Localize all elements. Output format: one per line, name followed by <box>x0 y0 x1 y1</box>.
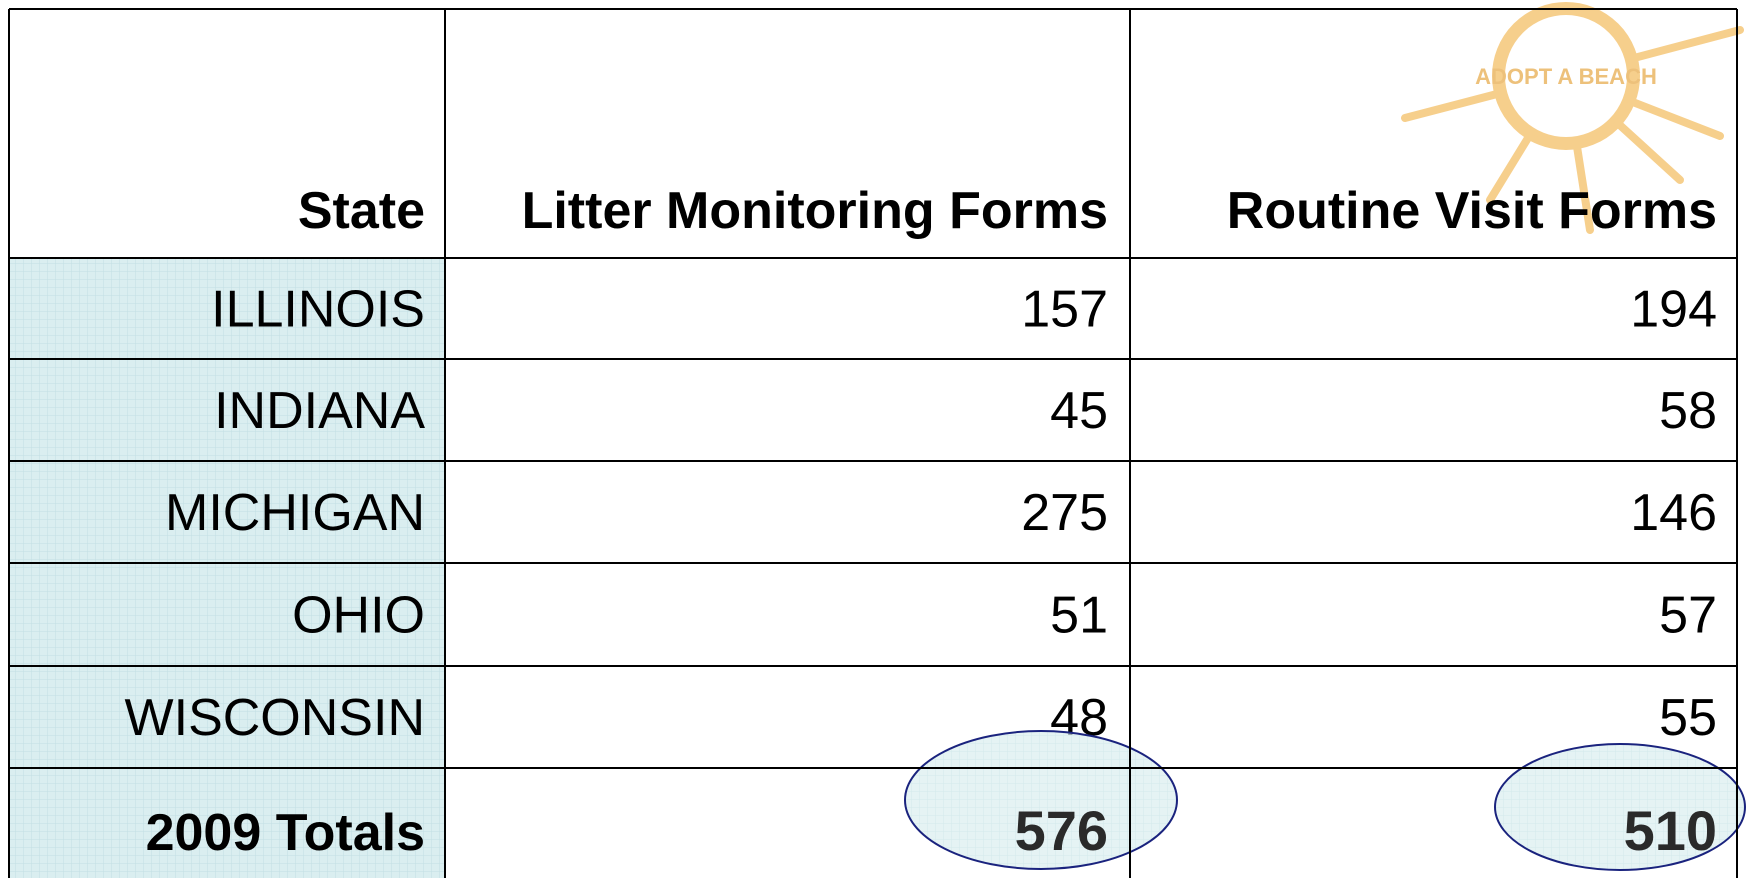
state-column-bg <box>9 258 445 878</box>
cell-value: 51 <box>1050 587 1108 645</box>
state-name: OHIO <box>292 587 425 645</box>
cell-value: 194 <box>1630 281 1717 339</box>
stamp-text: ADOPT A BEACH <box>1475 64 1657 89</box>
column-header: Routine Visit Forms <box>1227 182 1717 240</box>
state-name: MICHIGAN <box>165 484 425 542</box>
state-name: WISCONSIN <box>125 689 425 747</box>
total-value: 510 <box>1624 799 1717 862</box>
highlight-ellipse <box>1494 743 1746 871</box>
state-name: ILLINOIS <box>211 281 425 339</box>
cell-value: 57 <box>1659 587 1717 645</box>
highlight-ellipse <box>904 730 1178 870</box>
cell-value: 157 <box>1021 281 1108 339</box>
column-header: State <box>298 182 425 240</box>
cell-value: 45 <box>1050 382 1108 440</box>
total-value: 576 <box>1015 799 1108 862</box>
stamp: ADOPT A BEACH <box>1401 2 1744 234</box>
cell-value: 146 <box>1630 484 1717 542</box>
totals-label: 2009 Totals <box>146 804 425 862</box>
state-name: INDIANA <box>214 382 425 440</box>
cell-value: 58 <box>1659 382 1717 440</box>
cell-value: 275 <box>1021 484 1108 542</box>
cell-value: 55 <box>1659 689 1717 747</box>
column-header: Litter Monitoring Forms <box>522 182 1108 240</box>
